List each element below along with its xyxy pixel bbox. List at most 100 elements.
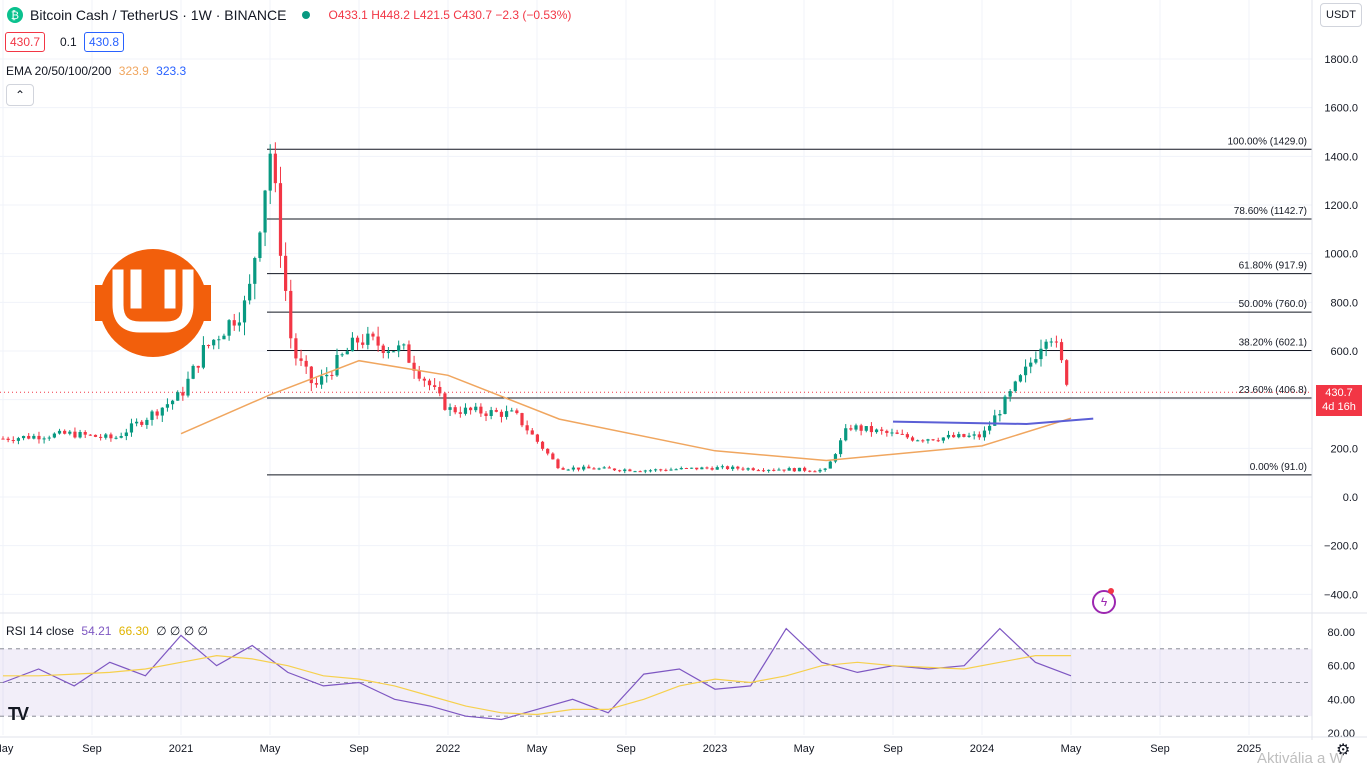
candle-body (479, 406, 483, 414)
candle-body (623, 469, 627, 472)
candle-body (751, 468, 755, 471)
candle-body (176, 392, 180, 401)
candle-body (484, 413, 488, 417)
candle-body (510, 410, 514, 412)
candles (1, 142, 1069, 474)
candle-body (587, 466, 591, 469)
candle-body (725, 466, 730, 470)
candle-body (582, 466, 586, 470)
candle-body (433, 385, 437, 387)
candle-body (155, 411, 159, 416)
collapse-legend-button[interactable]: ⌃ (6, 84, 34, 106)
candle-body (325, 374, 329, 377)
time-tick-label: Sep (616, 743, 636, 755)
candle-body (592, 468, 596, 470)
candle-body (1003, 396, 1007, 414)
bolt-icon[interactable]: ϟ (1092, 590, 1116, 614)
candle-body (350, 337, 355, 352)
candle-body (330, 374, 334, 376)
candle-body (664, 469, 668, 471)
price-tick-label: −400.0 (1324, 589, 1358, 601)
rsi-tick-label: 80.00 (1327, 627, 1355, 639)
rsi-legend[interactable]: RSI 14 close 54.21 66.30 ∅ ∅ ∅ ∅ (6, 624, 208, 638)
fib-label: 100.00% (1429.0) (1227, 136, 1307, 147)
candle-body (129, 423, 134, 433)
candle-body (232, 320, 236, 326)
time-tick-label: Sep (82, 743, 102, 755)
ema-legend[interactable]: EMA 20/50/100/200 323.9 323.3 (6, 64, 186, 78)
candle-body (104, 434, 108, 438)
candle-body (885, 430, 889, 433)
candle-body (931, 439, 935, 441)
candle-body (720, 466, 724, 468)
candle-body (289, 290, 293, 339)
candle-body (206, 345, 211, 347)
candle-body (566, 469, 570, 471)
candle-body (340, 354, 344, 356)
symbol-title[interactable]: Bitcoin Cash / TetherUS · 1W · BINANCE (30, 7, 287, 23)
fib-label: 23.60% (406.8) (1239, 385, 1307, 396)
time-tick-label: 2023 (703, 743, 727, 755)
fib-label: 61.80% (917.9) (1239, 261, 1307, 272)
candle-body (499, 411, 504, 417)
candle-body (761, 470, 766, 472)
candle-body (869, 426, 874, 433)
candle-body (731, 466, 735, 470)
buy-price-button[interactable]: 430.8 (84, 32, 125, 52)
candle-body (1018, 375, 1023, 382)
trendline (892, 417, 1094, 426)
candle-body (607, 467, 611, 469)
candle-body (438, 386, 442, 394)
candle-body (736, 466, 740, 469)
candle-body (258, 232, 262, 259)
candle-body (376, 336, 380, 346)
price-tag-value: 430.7 (1325, 387, 1353, 399)
candle-body (556, 459, 560, 469)
candle-body (165, 404, 170, 408)
candle-body (345, 351, 349, 355)
fib-label: 78.60% (1142.7) (1234, 206, 1307, 217)
candle-body (705, 467, 709, 469)
time-tick-label: May (527, 743, 548, 755)
currency-selector[interactable]: USDT (1320, 3, 1362, 27)
price-tick-label: 1800.0 (1324, 54, 1358, 66)
candle-body (880, 429, 884, 431)
price-tick-label: 1000.0 (1324, 249, 1358, 261)
time-tick-label: Sep (883, 743, 903, 755)
candle-body (715, 467, 719, 470)
time-tick-label: May (1061, 743, 1082, 755)
time-tick-label: Sep (349, 743, 369, 755)
price-tick-label: 200.0 (1330, 443, 1358, 455)
candle-body (813, 471, 817, 473)
candle-body (643, 470, 647, 472)
candle-body (304, 360, 308, 367)
candle-body (268, 153, 272, 191)
candle-body (1008, 391, 1012, 397)
candle-body (823, 468, 827, 470)
activation-watermark: Aktivália a W (1257, 750, 1344, 767)
time-tick-label: Sep (1150, 743, 1170, 755)
sell-price-button[interactable]: 430.7 (5, 32, 46, 52)
gear-icon[interactable]: ⚙ (1336, 742, 1351, 759)
candle-body (140, 421, 144, 425)
candle-body (838, 440, 843, 455)
candle-body (319, 376, 324, 385)
candle-body (361, 342, 365, 345)
candle-body (114, 437, 118, 439)
candle-body (407, 344, 411, 363)
time-tick-label: 2025 (1237, 743, 1261, 755)
candle-body (371, 333, 375, 337)
candle-body (458, 412, 462, 414)
candle-body (16, 438, 21, 441)
candle-body (936, 440, 940, 442)
candle-body (916, 440, 920, 442)
tradingview-logo-icon[interactable]: TV (8, 704, 29, 724)
fib-label: 38.20% (602.1) (1239, 337, 1307, 348)
time-tick-label: May (794, 743, 815, 755)
candle-body (237, 322, 241, 326)
close-value: C430.7 (453, 8, 492, 22)
candle-body (21, 435, 26, 439)
svg-text:₿: ₿ (11, 9, 19, 22)
candle-body (242, 300, 247, 323)
